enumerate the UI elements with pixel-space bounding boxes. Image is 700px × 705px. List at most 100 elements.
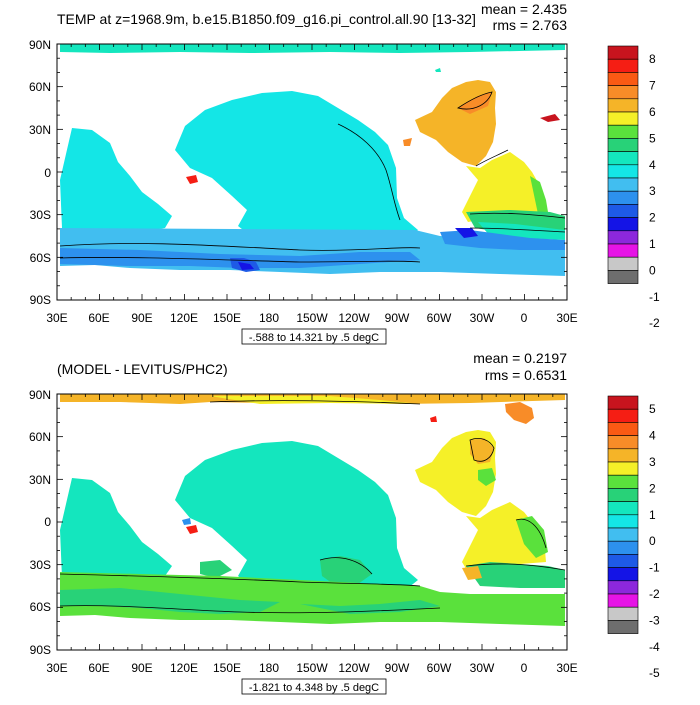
colorbar-swatch [607,474,639,489]
colorbar-swatch [607,204,639,218]
colorbar-label: 3 [649,455,656,469]
colorbar: 5 4 3 2 1 0 -1 -2 -3 -4 -5 [607,395,660,680]
colorbar-swatch [607,567,639,582]
colorbar-swatch [607,527,639,542]
colorbar-swatch [607,177,639,192]
colorbar-swatch [607,243,639,258]
colorbar-swatch [607,45,639,60]
colorbar-swatch [607,270,639,284]
colorbar-swatch [607,72,639,86]
range-box [241,678,387,695]
lon-label: 150E [213,661,241,675]
lat-label: 30N [29,473,51,487]
colorbar-swatch [607,256,639,271]
range-label: -.588 to 14.321 by .5 degC [249,332,379,344]
colorbar-label: -5 [649,666,660,680]
colorbar-swatch [607,85,639,100]
colorbar-label: 1 [649,508,656,522]
lon-label: 120W [338,311,370,325]
colorbar-swatch [607,554,639,568]
colorbar-label: 8 [649,52,656,66]
range-box [241,328,387,345]
colorbar-swatch [607,606,639,621]
colorbar-label: 2 [649,211,656,225]
lon-label: 180 [259,311,279,325]
lon-label: 60W [427,661,452,675]
colorbar-label: 0 [649,263,656,277]
lat-label: 60N [29,430,51,444]
mean-label: mean = 2.435 [481,1,567,17]
colorbar-swatch [607,395,639,410]
lon-label: 120W [338,661,370,675]
colorbar-swatch [607,422,639,436]
map-field [59,44,566,276]
colorbar-swatch [607,488,639,502]
colorbar-swatch [607,124,639,139]
colorbar-swatch [607,540,639,555]
colorbar-swatch [607,501,639,516]
colorbar-swatch [607,138,639,152]
lat-label: 30S [30,208,51,222]
lon-label: 60W [427,311,452,325]
lat-label: 60N [29,80,51,94]
lon-label: 90W [385,311,410,325]
lon-label: 150W [296,661,328,675]
colorbar-label: 5 [649,131,656,145]
colorbar-label: 7 [649,79,656,93]
lon-label: 0 [521,311,528,325]
lat-label: 60S [30,251,51,265]
colorbar-label: 4 [649,158,656,172]
lon-label: 30W [470,311,495,325]
range-label: -1.821 to 4.348 by .5 degC [249,682,379,694]
lon-label: 150E [213,311,241,325]
lon-label: 30E [556,661,577,675]
colorbar-label: -2 [649,316,660,330]
colorbar-swatch [607,580,639,595]
colorbar-label: 3 [649,184,656,198]
colorbar-label: 1 [649,237,656,251]
colorbar-label: 4 [649,429,656,443]
lon-label: 30W [470,661,495,675]
colorbar-swatch [607,408,639,423]
colorbar-swatch [607,58,639,73]
lon-label: 150W [296,311,328,325]
colorbar-swatch [607,98,639,113]
colorbar: 8 7 6 5 4 3 2 1 0 -1 -2 [607,45,660,330]
colorbar-swatch [607,620,639,634]
lat-label: 60S [30,600,51,614]
lat-label: 90N [29,38,51,52]
colorbar-swatch [607,190,639,205]
colorbar-label: 2 [649,481,656,495]
panel-title: (MODEL - LEVITUS/PHC2) [57,361,228,377]
lon-label: 30E [556,311,577,325]
lat-label: 30N [29,123,51,137]
colorbar-swatch [607,448,639,463]
colorbar-swatch [607,514,639,529]
lat-label: 0 [44,515,51,529]
colorbar-label: -3 [649,613,660,627]
lon-label: 30E [46,311,67,325]
panel-difference: (MODEL - LEVITUS/PHC2) mean = 0.2197 rms… [29,350,660,695]
lat-label: 90N [29,388,51,402]
colorbar-swatch [607,164,639,179]
colorbar-label: 5 [649,402,656,416]
colorbar-swatch [607,461,639,476]
panel-temperature: TEMP at z=1968.9m, b.e15.B1850.f09_g16.p… [29,1,660,345]
lon-label: 90E [131,311,152,325]
rms-label: rms = 2.763 [493,17,568,33]
lon-label: 120E [170,661,198,675]
colorbar-swatch [607,593,639,608]
lat-label: 30S [30,558,51,572]
colorbar-label: 0 [649,534,656,548]
rms-label: rms = 0.6531 [485,367,567,383]
colorbar-label: 6 [649,105,656,119]
colorbar-label: -1 [649,290,660,304]
colorbar-label: -1 [649,561,660,575]
colorbar-swatch [607,230,639,245]
lon-label: 30E [46,661,67,675]
map-field [59,394,566,626]
mean-label: mean = 0.2197 [473,350,567,366]
colorbar-swatch [607,111,639,126]
lon-label: 90W [385,661,410,675]
